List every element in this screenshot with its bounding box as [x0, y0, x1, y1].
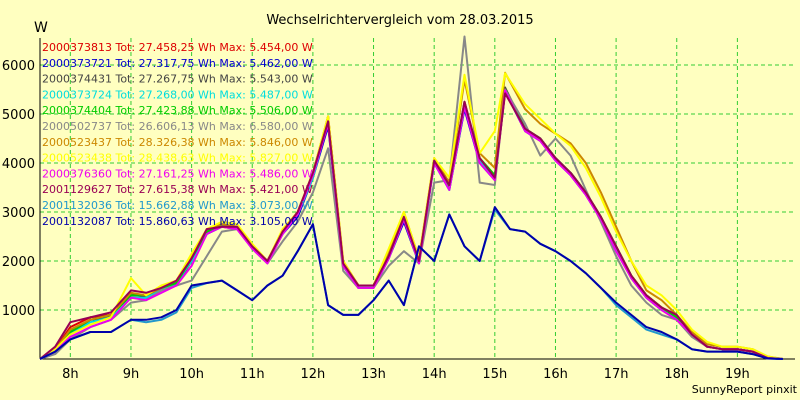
legend-entry-10: 2001129627 Tot: 27.615,38 Wh Max: 5.421,… — [42, 183, 313, 196]
tick-labels: 8h 9h 10h 11h 12h 13h 14h 15h 16h 17h 18h 19h 1000 20… — [2, 59, 750, 382]
y-tick-label: 6000 — [2, 59, 35, 74]
legend-entry-8: 2000523438 Tot: 28.438,63 Wh Max: 5.827,… — [42, 152, 313, 165]
plot-area — [40, 38, 795, 359]
series-line-10 — [39, 92, 783, 360]
x-tick-label: 19h — [725, 367, 750, 382]
x-tick-label: 17h — [604, 367, 629, 382]
legend: 2000373813 Tot: 27.458,25 Wh Max: 5.454,… — [42, 41, 313, 228]
chart-title: Wechselrichtervergleich vom 28.03.2015 — [266, 13, 533, 28]
x-tick-label: 10h — [179, 367, 204, 382]
legend-entry-4: 2000373724 Tot: 27.268,00 Wh Max: 5.487,… — [42, 88, 313, 101]
x-tick-label: 11h — [240, 367, 265, 382]
legend-entry-2: 2000373721 Tot: 27.317,75 Wh Max: 5.462,… — [42, 57, 313, 70]
legend-entry-9: 2000376360 Tot: 27.161,25 Wh Max: 5.486,… — [42, 167, 313, 180]
legend-entry-1: 2000373813 Tot: 27.458,25 Wh Max: 5.454,… — [42, 41, 313, 54]
x-tick-label: 14h — [422, 367, 447, 382]
credit-label: SunnyReport pinxit — [692, 383, 798, 396]
y-tick-label: 4000 — [2, 157, 35, 172]
x-tick-label: 9h — [123, 367, 140, 382]
x-tick-label: 12h — [301, 367, 326, 382]
x-tick-label: 15h — [482, 367, 507, 382]
series-lines — [39, 35, 784, 360]
y-tick-label: 3000 — [2, 206, 35, 221]
series-line-12 — [39, 206, 783, 360]
legend-entry-3: 2000374431 Tot: 27.267,75 Wh Max: 5.543,… — [42, 73, 313, 86]
y-tick-label: 5000 — [2, 108, 35, 123]
y-axis-unit: W — [34, 20, 48, 36]
x-tick-label: 16h — [543, 367, 568, 382]
legend-entry-12: 2001132087 Tot: 15.860,63 Wh Max: 3.105,… — [42, 215, 313, 228]
axes — [39, 38, 795, 360]
legend-entry-6: 2000502737 Tot: 26.606,13 Wh Max: 6.580,… — [42, 120, 313, 133]
y-tick-label: 2000 — [2, 255, 35, 270]
x-tick-label: 13h — [361, 367, 386, 382]
legend-entry-5: 2000374404 Tot: 27.423,88 Wh Max: 5.506,… — [42, 104, 313, 117]
series-line-9 — [39, 89, 783, 360]
legend-entry-11: 2001132036 Tot: 15.662,88 Wh Max: 3.073,… — [42, 199, 313, 212]
legend-entry-7: 2000523437 Tot: 28.326,38 Wh Max: 5.846,… — [42, 136, 313, 149]
x-tick-label: 18h — [664, 367, 689, 382]
y-tick-label: 1000 — [2, 304, 35, 319]
x-tick-label: 8h — [62, 367, 79, 382]
